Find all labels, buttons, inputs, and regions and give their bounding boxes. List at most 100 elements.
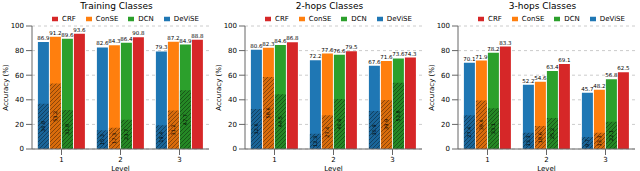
svg-text:54.6: 54.6	[534, 75, 547, 81]
svg-text:Accuracy (%): Accuracy (%)	[215, 64, 223, 111]
svg-text:70.1: 70.1	[463, 56, 475, 62]
svg-text:67.6: 67.6	[368, 59, 381, 65]
svg-text:84.3: 84.3	[108, 38, 121, 44]
svg-text:0: 0	[446, 145, 450, 153]
html-text:Training Classes: Training Classes	[80, 1, 153, 11]
svg-text:52.2: 52.2	[522, 78, 534, 84]
svg-text:100: 100	[437, 22, 450, 30]
svg-text:31.8: 31.8	[64, 124, 70, 135]
svg-text:45.7: 45.7	[581, 86, 594, 92]
html-text:CRF: CRF	[62, 15, 76, 23]
svg-text:15.3: 15.3	[99, 134, 105, 145]
svg-text:60: 60	[441, 72, 450, 80]
svg-text:25.2: 25.2	[549, 128, 555, 139]
svg-text:84.6: 84.6	[274, 38, 287, 44]
svg-text:87.2: 87.2	[167, 35, 179, 41]
svg-text:84.9: 84.9	[179, 38, 192, 44]
svg-text:93.6: 93.6	[73, 27, 86, 33]
svg-text:39.4: 39.4	[478, 119, 484, 130]
svg-text:89.6: 89.6	[61, 32, 74, 38]
svg-text:82.3: 82.3	[262, 41, 275, 47]
svg-text:77.6: 77.6	[321, 47, 334, 53]
svg-text:100: 100	[11, 22, 24, 30]
svg-text:90.8: 90.8	[132, 30, 145, 36]
svg-text:79.3: 79.3	[155, 44, 168, 50]
svg-text:Level: Level	[537, 165, 556, 171]
svg-text:1: 1	[272, 156, 276, 164]
svg-text:39.9: 39.9	[383, 119, 389, 130]
svg-text:86.8: 86.8	[286, 35, 299, 41]
svg-text:Accuracy (%): Accuracy (%)	[428, 64, 436, 111]
svg-text:62.5: 62.5	[617, 65, 630, 71]
svg-text:71.9: 71.9	[475, 54, 488, 60]
svg-text:20: 20	[441, 121, 450, 129]
svg-text:3: 3	[177, 156, 181, 164]
svg-text:80.6: 80.6	[250, 43, 263, 49]
svg-text:27.4: 27.4	[324, 127, 330, 138]
svg-text:60: 60	[228, 72, 237, 80]
svg-text:63.4: 63.4	[546, 64, 559, 70]
svg-text:47.7: 47.7	[182, 114, 188, 125]
svg-text:20: 20	[228, 121, 237, 129]
svg-text:2: 2	[331, 156, 335, 164]
svg-text:79.5: 79.5	[345, 44, 358, 50]
svg-text:12.3: 12.3	[312, 136, 318, 147]
svg-text:40: 40	[228, 96, 237, 104]
svg-text:78.2: 78.2	[487, 46, 499, 52]
svg-text:80: 80	[228, 47, 237, 55]
svg-text:60: 60	[15, 72, 24, 80]
svg-text:20: 20	[15, 121, 24, 129]
svg-text:33.1: 33.1	[490, 123, 496, 134]
svg-text:53.8: 53.8	[395, 110, 401, 121]
svg-text:Level: Level	[324, 165, 343, 171]
svg-text:72.2: 72.2	[309, 53, 321, 59]
svg-text:18.6: 18.6	[537, 132, 543, 143]
svg-text:13.3: 13.3	[525, 135, 531, 146]
svg-text:36.8: 36.8	[40, 121, 46, 132]
svg-text:27.4: 27.4	[466, 127, 472, 138]
svg-text:9.7: 9.7	[584, 139, 590, 147]
svg-text:0: 0	[233, 145, 237, 153]
svg-text:30.9: 30.9	[371, 124, 377, 135]
svg-text:40.6: 40.6	[336, 118, 342, 129]
svg-text:13.3: 13.3	[596, 135, 602, 146]
svg-text:40: 40	[15, 96, 24, 104]
svg-text:88.8: 88.8	[191, 33, 204, 39]
svg-text:44.5: 44.5	[277, 116, 283, 127]
svg-text:3: 3	[390, 156, 394, 164]
svg-text:80: 80	[15, 47, 24, 55]
html-text:3-hops Classes: 3-hops Classes	[508, 1, 577, 11]
svg-text:31.2: 31.2	[170, 124, 176, 135]
svg-text:1: 1	[59, 156, 63, 164]
svg-text:74.3: 74.3	[404, 51, 417, 57]
svg-text:Accuracy (%): Accuracy (%)	[8, 64, 10, 111]
svg-text:82.6: 82.6	[96, 40, 109, 46]
svg-text:22.1: 22.1	[608, 130, 614, 141]
svg-text:83.3: 83.3	[499, 40, 512, 46]
svg-text:80: 80	[441, 47, 450, 55]
svg-text:86.9: 86.9	[37, 35, 50, 41]
svg-text:76.6: 76.6	[333, 48, 346, 54]
svg-text:32.6: 32.6	[253, 123, 259, 134]
svg-text:1: 1	[485, 156, 489, 164]
svg-text:Level: Level	[111, 165, 130, 171]
svg-text:71.6: 71.6	[380, 54, 393, 60]
svg-text:86.4: 86.4	[120, 36, 133, 42]
svg-text:2: 2	[544, 156, 548, 164]
svg-text:69.1: 69.1	[558, 57, 570, 63]
svg-text:56.8: 56.8	[605, 72, 618, 78]
svg-text:53.2: 53.2	[52, 111, 58, 122]
svg-text:17.3: 17.3	[111, 133, 117, 144]
html-text:2-hops Classes: 2-hops Classes	[295, 1, 364, 11]
svg-text:3: 3	[603, 156, 607, 164]
svg-text:73.6: 73.6	[392, 51, 405, 57]
svg-text:0: 0	[20, 145, 24, 153]
svg-text:23.7: 23.7	[123, 129, 129, 140]
svg-text:48.2: 48.2	[593, 83, 605, 89]
svg-text:40: 40	[441, 96, 450, 104]
svg-text:19.4: 19.4	[158, 131, 164, 142]
svg-text:100: 100	[224, 22, 237, 30]
svg-text:91.2: 91.2	[49, 30, 61, 36]
svg-text:2: 2	[118, 156, 122, 164]
svg-text:58.6: 58.6	[265, 107, 271, 118]
